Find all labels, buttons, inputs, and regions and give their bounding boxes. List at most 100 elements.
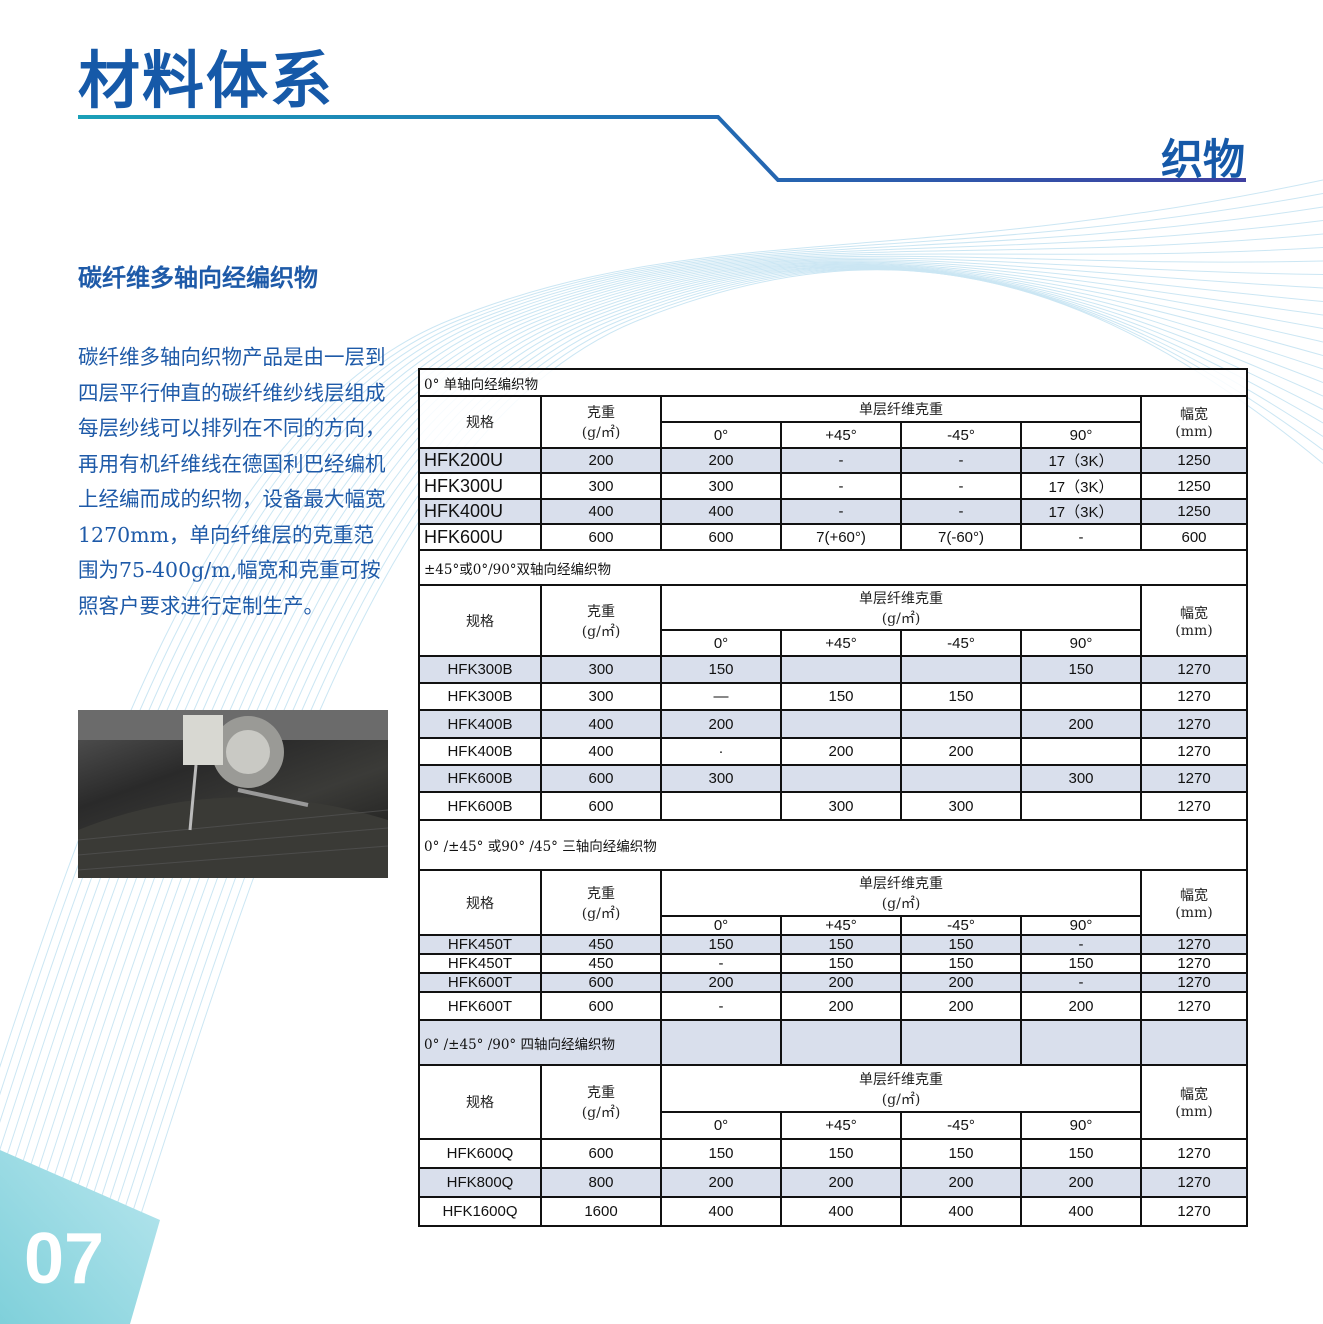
width-cell: 1270 (1139, 791, 1249, 821)
spec-cell: HFK600T (418, 972, 542, 993)
angle-header-row: 0° +45° -45° 90° (419, 1111, 1247, 1140)
weight-cell: 200 (540, 447, 662, 474)
layer-weight-header: 单层纤维克重 (660, 395, 1142, 423)
section-title: 0° 单轴向经编织物 (417, 368, 1249, 397)
table-row: HFK400B 400 200 200 1270 (418, 709, 1249, 739)
page-title: 材料体系 (78, 44, 335, 117)
empty-cell (660, 1019, 782, 1066)
angle-90-cell: - (1020, 972, 1142, 993)
angle-0-cell: - (660, 953, 782, 974)
angle-90-cell: 400 (1020, 1196, 1142, 1227)
table-row: HFK600Q 600 150 150 150 150 1270 (418, 1138, 1249, 1169)
angle-90-cell: 200 (1020, 1167, 1142, 1198)
table-row: HFK400B 400 · 200 200 1270 (418, 737, 1249, 766)
weight-header-label: 克重 (587, 885, 615, 902)
angle-minus45-cell: 150 (900, 682, 1022, 711)
angle-plus45-cell: - (780, 447, 902, 474)
spec-cell: HFK600U (418, 523, 542, 551)
page-corner-shape (0, 1150, 160, 1324)
width-cell: 1250 (1139, 447, 1249, 474)
layer-weight-header: 单层纤维克重 (g/㎡) (660, 1064, 1142, 1113)
angle-0-cell: 600 (660, 523, 782, 551)
angle-90-cell (1020, 682, 1142, 711)
section-label: 织物 (1160, 135, 1245, 184)
weight-cell: 450 (540, 934, 662, 955)
spec-cell: HFK300B (418, 682, 542, 711)
spec-cell: HFK200U (418, 447, 542, 474)
wave-line (0, 179, 1323, 1068)
spec-cell: HFK800Q (418, 1167, 542, 1198)
angle-header: 90° (1020, 421, 1142, 449)
spec-cell: HFK400B (418, 737, 542, 766)
layer-weight-header: 单层纤维克重 (g/㎡) (660, 584, 1142, 631)
angle-minus45-cell: - (900, 447, 1022, 474)
weight-header-label: 克重 (587, 405, 615, 421)
layer-weight-label: 单层纤维克重 (859, 876, 943, 892)
angle-header: 0° (660, 1111, 782, 1140)
angle-90-cell: 150 (1020, 1138, 1142, 1169)
header-rule (78, 115, 1246, 182)
table-row: HFK600U 600 600 7(+60°) 7(-60°) -600 (418, 523, 1249, 551)
table-row: HFK600B 600 300 300 1270 (418, 764, 1249, 793)
angle-90-cell: 17（3K） (1020, 472, 1142, 500)
weight-cell: 600 (540, 791, 662, 821)
weight-cell: 400 (540, 737, 662, 766)
weight-header: 克重 (g/㎡) (540, 395, 662, 449)
angle-header: -45° (900, 915, 1022, 936)
angle-header: 0° (660, 915, 782, 936)
table-row: HFK200U 200 200- -17（3K） 1250 (418, 447, 1249, 474)
section-title: 0° /±45° 或90° /45° 三轴向经编织物 (417, 819, 1249, 871)
weight-cell: 600 (540, 991, 662, 1021)
layer-weight-unit: (g/㎡) (881, 1091, 921, 1108)
angle-minus45-cell: 150 (900, 1138, 1022, 1169)
angle-plus45-cell: 400 (780, 1196, 902, 1227)
angle-plus45-cell: 200 (780, 972, 902, 993)
weight-header: 克重 (g/㎡) (540, 584, 662, 657)
header-row: 规格 克重 (g/㎡) 单层纤维克重 (g/㎡) 幅宽 (mm) (418, 1064, 1249, 1140)
spec-header-label: 规格 (466, 415, 494, 431)
width-cell: 1270 (1139, 1138, 1249, 1169)
angle-minus45-cell (900, 655, 1022, 684)
knitting-machine-illustration (78, 710, 388, 878)
angle-header: 90° (1020, 629, 1142, 657)
empty-cell (1020, 1019, 1142, 1066)
width-cell: 1270 (1139, 737, 1249, 766)
machine-photo (78, 710, 388, 878)
angle-minus45-cell: 7(-60°) (900, 523, 1022, 551)
width-cell: 1270 (1139, 682, 1249, 711)
weight-cell: 400 (540, 709, 662, 739)
page-number: 07 (24, 1219, 105, 1299)
angle-plus45-cell (780, 764, 902, 793)
spec-cell: HFK600Q (418, 1138, 542, 1169)
weight-header: 克重 (g/㎡) (540, 1064, 662, 1140)
angle-minus45-cell: 300 (900, 791, 1022, 821)
angle-plus45-cell: 200 (780, 737, 902, 766)
angle-plus45-cell: 150 (780, 934, 902, 955)
header-row: 规格 克重 (g/㎡) 单层纤维克重 (g/㎡) 幅宽 (mm) (418, 584, 1249, 657)
angle-plus45-cell (780, 655, 902, 684)
weight-cell: 300 (540, 472, 662, 500)
width-cell: 1250 (1139, 472, 1249, 500)
width-cell: 1270 (1139, 1167, 1249, 1198)
angle-plus45-cell: - (780, 472, 902, 500)
angle-plus45-cell: - (780, 498, 902, 525)
angle-90-cell: 17（3K） (1020, 447, 1142, 474)
angle-0-cell: 300 (660, 472, 782, 500)
width-cell: 1270 (1139, 934, 1249, 955)
angle-plus45-cell: 150 (780, 953, 902, 974)
spec-header: 规格 (418, 395, 542, 449)
angle-0-cell: · (660, 737, 782, 766)
angle-plus45-cell: 150 (780, 682, 902, 711)
angle-0-cell: 200 (660, 447, 782, 474)
width-header: 幅宽 (mm) (1139, 584, 1249, 657)
width-cell: 1270 (1139, 764, 1249, 793)
weight-header-label: 克重 (587, 1085, 615, 1101)
section-title-row: 0° 单轴向经编织物 (417, 368, 1249, 397)
article-heading: 碳纤维多轴向经编织物 (78, 264, 318, 292)
article-paragraph: 碳纤维多轴向织物产品是由一层到四层平行伸直的碳纤维纱线层组成每层纱线可以排列在不… (78, 345, 386, 618)
width-cell: 1270 (1139, 1196, 1249, 1227)
angle-plus45-cell: 200 (780, 991, 902, 1021)
angle-minus45-cell: 400 (900, 1196, 1022, 1227)
table-row: HFK600T 600 200 200 200-1270 (418, 972, 1249, 993)
angle-90-cell: 17（3K） (1020, 498, 1142, 525)
